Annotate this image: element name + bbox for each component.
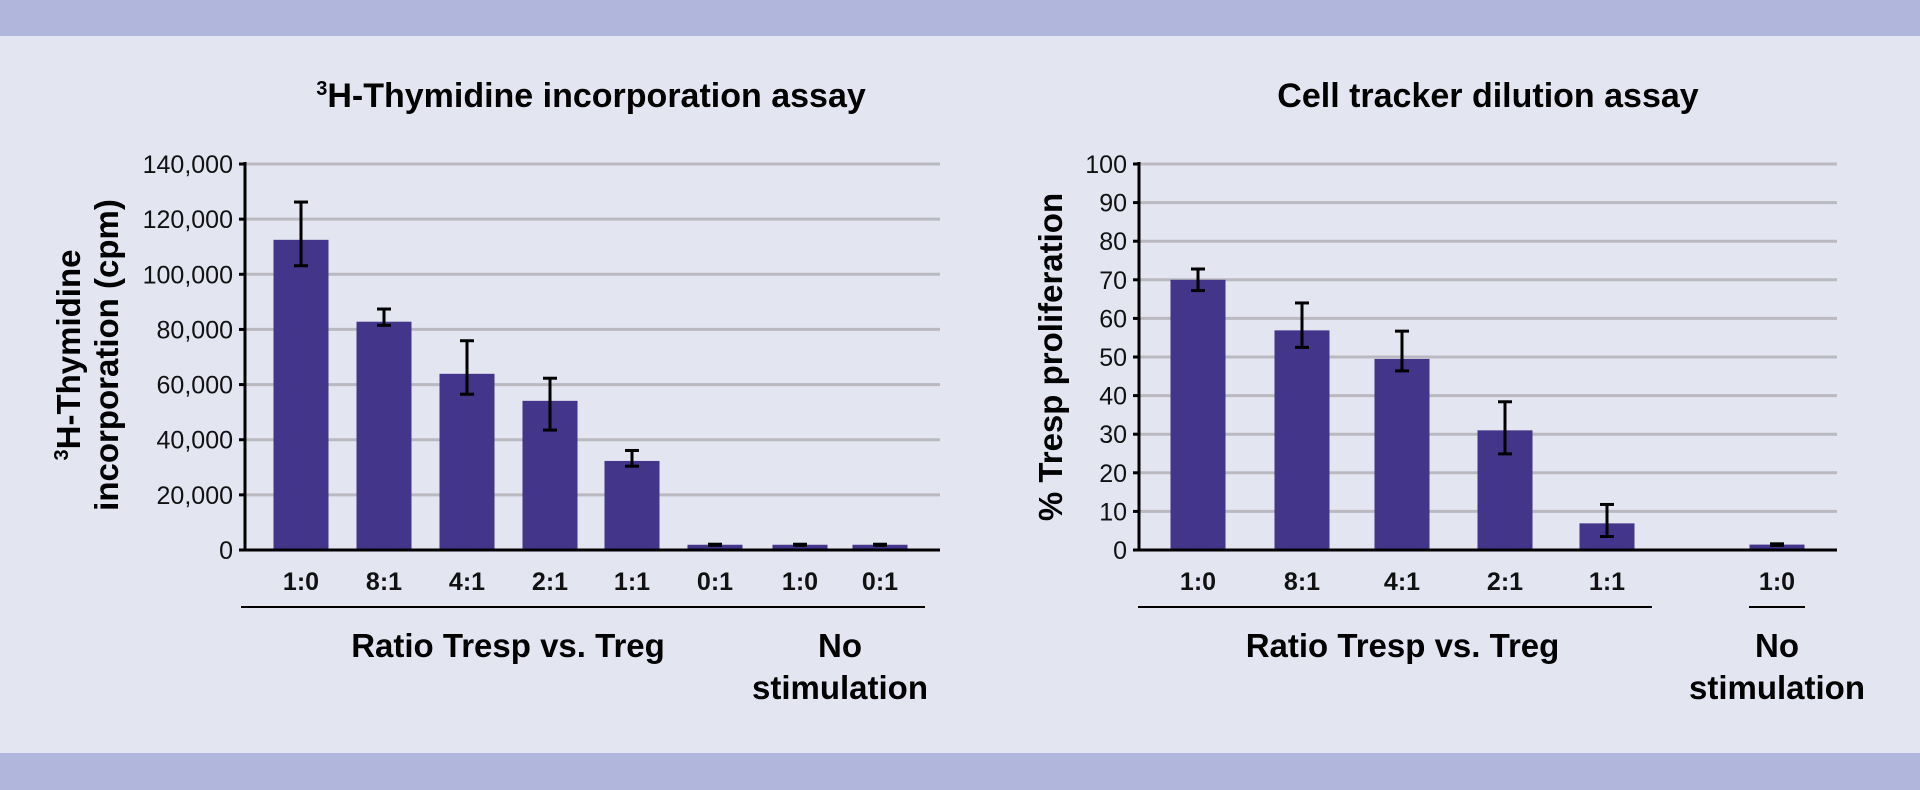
y-axis-title: % Tresp proliferation: [1032, 193, 1069, 521]
x-tick-label: 1:0: [283, 568, 319, 596]
bar: [356, 321, 412, 550]
bar: [687, 544, 743, 550]
group-label: stimulation: [1689, 669, 1865, 706]
group-label: No: [818, 627, 862, 664]
bar: [852, 544, 908, 550]
y-tick-label: 50: [1099, 344, 1127, 372]
y-tick-label: 100,000: [143, 261, 233, 289]
group-label: Ratio Tresp vs. Treg: [351, 627, 665, 664]
bar: [1374, 358, 1430, 550]
bar: [604, 460, 660, 550]
x-tick-label: 1:1: [1589, 568, 1625, 596]
x-tick-label: 1:0: [782, 568, 818, 596]
y-tick-label: 60,000: [157, 372, 233, 400]
y-axis-title-line1: 3H-Thymidine: [50, 250, 87, 461]
bar: [1274, 330, 1330, 550]
bar: [772, 544, 828, 550]
y-tick-label: 10: [1099, 498, 1127, 526]
chart-title: 3H-Thymidine incorporation assay: [316, 77, 866, 115]
y-tick-label: 40,000: [157, 427, 233, 455]
y-tick-label: 40: [1099, 383, 1127, 411]
bar: [439, 373, 495, 550]
chart-right: Cell tracker dilution assay % Tresp prol…: [1032, 77, 1865, 706]
y-tick-label: 20: [1099, 460, 1127, 488]
title-text: H-Thymidine incorporation assay: [327, 77, 866, 115]
bar: [273, 239, 329, 551]
x-tick-label: 2:1: [1487, 568, 1523, 596]
x-tick-label: 1:1: [614, 568, 650, 596]
x-tick-label: 0:1: [697, 568, 733, 596]
x-tick-label: 1:0: [1180, 568, 1216, 596]
y-tick-label: 20,000: [157, 482, 233, 510]
x-tick-label: 0:1: [862, 568, 898, 596]
y-tick-label: 70: [1099, 267, 1127, 295]
x-tick-label: 8:1: [1284, 568, 1320, 596]
y-tick-label: 80: [1099, 228, 1127, 256]
group-label: stimulation: [752, 669, 928, 706]
bar: [1749, 544, 1805, 550]
chart-title: Cell tracker dilution assay: [1277, 77, 1698, 115]
x-tick-label: 4:1: [449, 568, 485, 596]
title-superscript: 3: [316, 78, 327, 100]
bar: [1170, 279, 1226, 550]
y-tick-label: 100: [1085, 151, 1127, 179]
group-label: No: [1755, 627, 1799, 664]
y-tick-label: 30: [1099, 421, 1127, 449]
y-tick-label: 60: [1099, 305, 1127, 333]
bottom-banner: [0, 753, 1920, 790]
group-label: Ratio Tresp vs. Treg: [1246, 627, 1560, 664]
y-tick-label: 140,000: [143, 151, 233, 179]
y-tick-label: 80,000: [157, 316, 233, 344]
top-banner: [0, 0, 1920, 36]
y-title-superscript: 3: [51, 449, 73, 460]
y-tick-label: 90: [1099, 190, 1127, 218]
y-tick-label: 120,000: [143, 206, 233, 234]
chart-left: 3H-Thymidine incorporation assay 3H-Thym…: [50, 77, 940, 706]
y-tick-label: 0: [1113, 537, 1127, 565]
x-tick-label: 1:0: [1759, 568, 1795, 596]
x-tick-label: 4:1: [1384, 568, 1420, 596]
x-tick-label: 8:1: [366, 568, 402, 596]
y-tick-label: 0: [219, 537, 233, 565]
y-axis-title-line2: incorporation (cpm): [88, 199, 125, 511]
y-title-text: H-Thymidine: [50, 250, 87, 450]
x-tick-label: 2:1: [532, 568, 568, 596]
